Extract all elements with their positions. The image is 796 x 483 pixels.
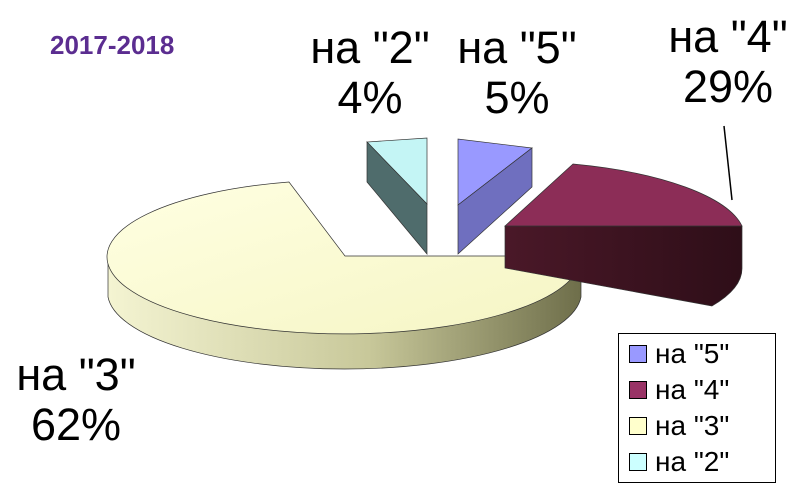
data-label-2-category: на "2" bbox=[310, 22, 430, 73]
data-label-4-category: на "4" bbox=[668, 11, 788, 62]
data-label-3-category: на "3" bbox=[16, 349, 136, 400]
data-label-5: на "5" 5% bbox=[447, 23, 587, 123]
data-label-3: на "3" 62% bbox=[6, 350, 146, 450]
pie-slice-5 bbox=[457, 138, 533, 255]
pie-slice-4 bbox=[504, 163, 743, 307]
data-label-4: на "4" 29% bbox=[658, 12, 796, 112]
legend-swatch-2 bbox=[629, 453, 647, 471]
data-label-2-value: 4% bbox=[337, 72, 403, 123]
legend-swatch-5 bbox=[629, 345, 647, 363]
data-label-5-category: на "5" bbox=[457, 22, 577, 73]
pie-slice-3 bbox=[106, 181, 582, 370]
legend-entry-4: на "4" bbox=[629, 374, 729, 406]
legend-entry-2: на "2" bbox=[629, 446, 729, 478]
data-label-3-value: 62% bbox=[30, 399, 122, 450]
data-label-5-value: 5% bbox=[484, 72, 550, 123]
legend-label-3: на "3" bbox=[655, 410, 730, 441]
data-label-2: на "2" 4% bbox=[300, 23, 440, 123]
legend-label-2: на "2" bbox=[655, 446, 730, 477]
data-label-4-value: 29% bbox=[682, 61, 774, 112]
legend-label-5: на "5" bbox=[655, 338, 730, 369]
chart-legend: на "5" на "4" на "3" на "2" bbox=[618, 333, 776, 483]
pie-slice-2 bbox=[366, 137, 428, 255]
chart-title: 2017-2018 bbox=[50, 30, 175, 60]
legend-swatch-3 bbox=[629, 417, 647, 435]
legend-label-4: на "4" bbox=[655, 374, 730, 405]
legend-entry-5: на "5" bbox=[629, 338, 729, 370]
legend-swatch-4 bbox=[629, 381, 647, 399]
leader-line-4 bbox=[723, 125, 733, 201]
legend-entry-3: на "3" bbox=[629, 410, 729, 442]
